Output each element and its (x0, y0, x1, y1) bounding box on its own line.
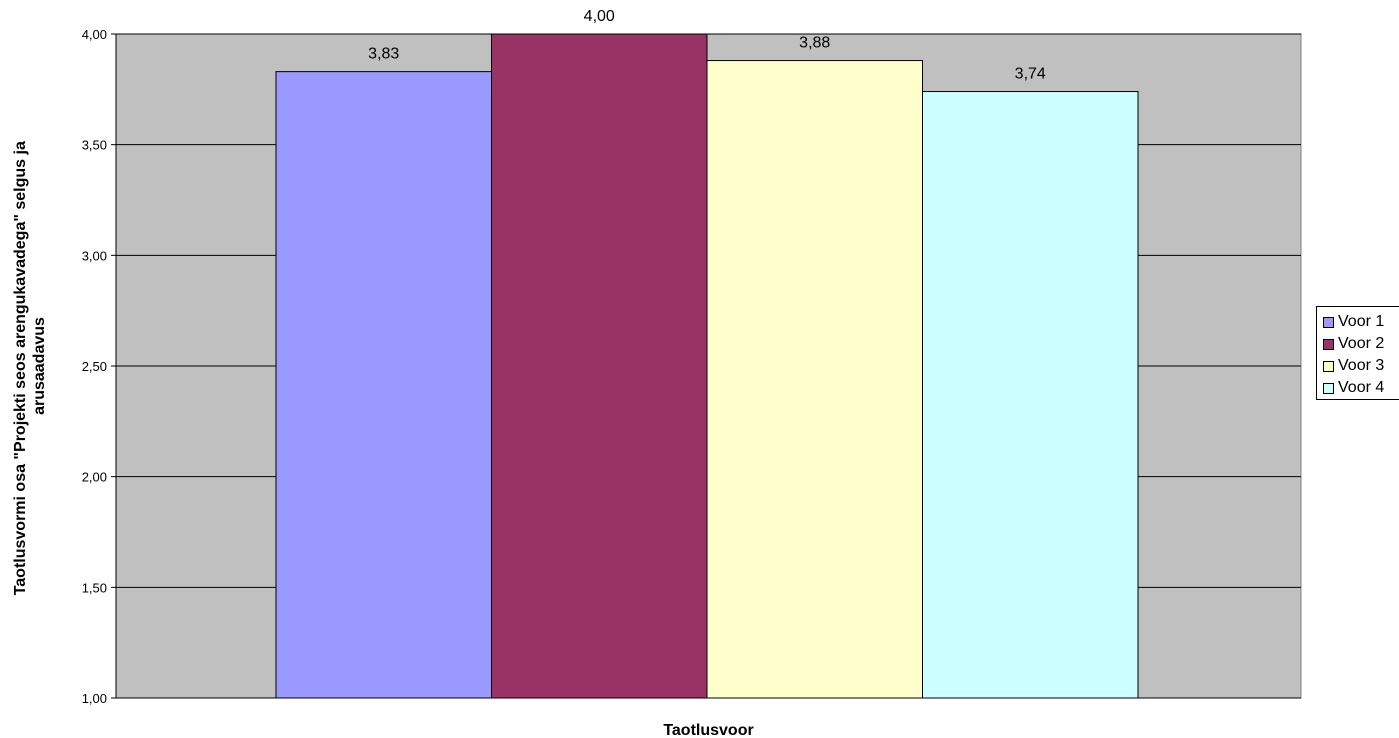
legend-swatch (1323, 382, 1334, 394)
y-tick-label: 3,00 (82, 248, 107, 263)
data-label: 4,00 (584, 8, 615, 25)
y-tick-label: 1,00 (82, 691, 107, 706)
legend-swatch (1323, 338, 1334, 350)
bar-voor-1 (275, 71, 492, 699)
legend-label: Voor 2 (1338, 335, 1385, 352)
y-axis-title-line-1: Taotlusvormi osa "Projekti seos arenguka… (12, 141, 29, 595)
legend-item-voor-1: Voor 1 (1323, 312, 1384, 332)
y-tick-label: 3,50 (82, 138, 107, 153)
y-axis-title: Taotlusvormi osa "Projekti seos arenguka… (12, 137, 48, 596)
legend: Voor 1 Voor 2 Voor 3 Voor 4 (1316, 306, 1399, 400)
x-axis-title: Taotlusvoor (663, 722, 753, 738)
legend-label: Voor 1 (1338, 313, 1385, 330)
legend-swatch (1323, 316, 1334, 328)
y-axis-title-line-2: arusaadavus (31, 317, 48, 415)
bar-voor-3 (706, 60, 923, 699)
bar-voor-2 (491, 33, 708, 699)
y-axis-ticks: 1,00 1,50 2,00 2,50 3,00 3,50 4,00 (82, 27, 117, 706)
legend-item-voor-4: Voor 4 (1323, 378, 1384, 398)
legend-item-voor-3: Voor 3 (1323, 356, 1384, 376)
y-tick-label: 2,00 (82, 470, 107, 485)
bar-voor-4 (922, 91, 1139, 699)
data-label: 3,83 (368, 46, 399, 63)
legend-item-voor-2: Voor 2 (1323, 334, 1384, 354)
data-labels: 3,83 4,00 3,88 3,74 (368, 8, 1046, 83)
y-tick-label: 4,00 (82, 27, 107, 42)
y-tick-label: 1,50 (82, 580, 107, 595)
data-label: 3,74 (1015, 66, 1046, 83)
legend-swatch (1323, 360, 1334, 372)
bars (275, 33, 1139, 699)
legend-label: Voor 4 (1338, 379, 1385, 396)
y-tick-label: 2,50 (82, 359, 107, 374)
data-label: 3,88 (799, 35, 830, 52)
legend-label: Voor 3 (1338, 357, 1385, 374)
